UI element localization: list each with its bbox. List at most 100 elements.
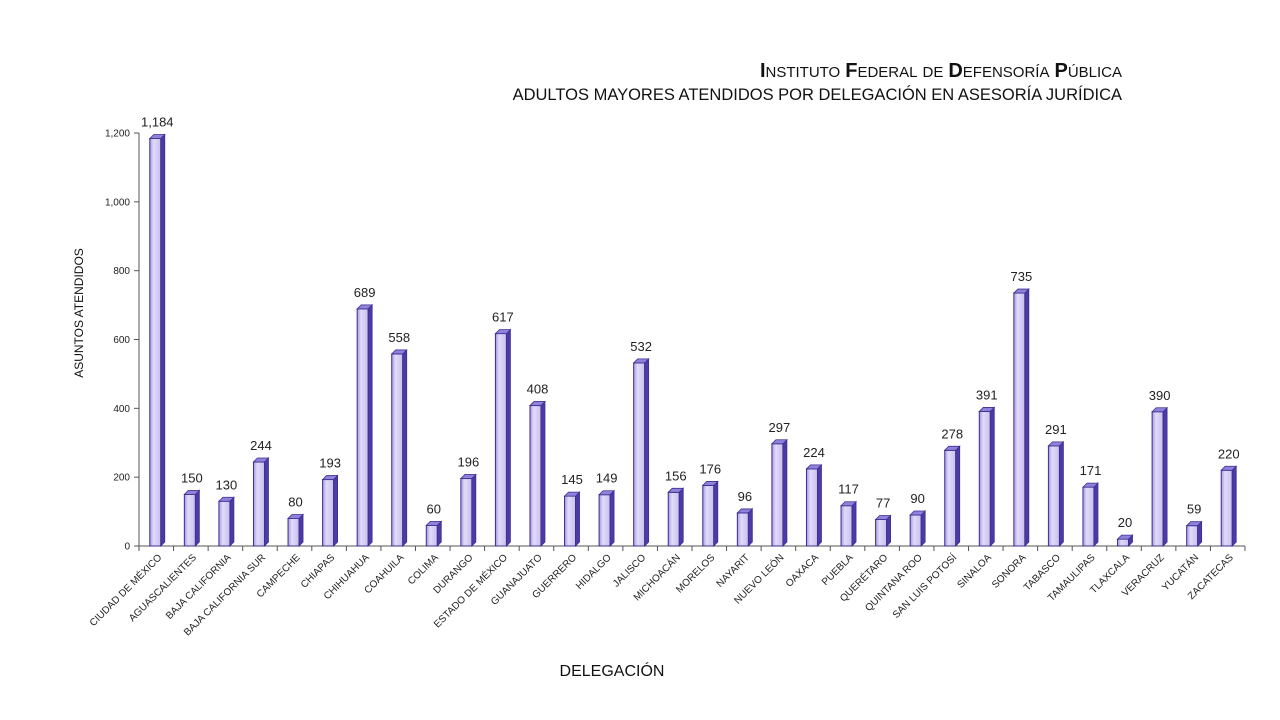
bar-top [632, 358, 650, 364]
bar [390, 348, 408, 547]
bar-front [287, 517, 300, 547]
data-label: 278 [941, 426, 963, 441]
data-label: 391 [976, 387, 998, 402]
data-label: 130 [216, 477, 238, 492]
bar [287, 513, 304, 547]
bar [1185, 520, 1203, 547]
bar-top [667, 487, 685, 493]
data-label: 224 [803, 445, 825, 460]
bar [978, 406, 996, 547]
bar-front [1117, 538, 1130, 547]
bar-front [1082, 486, 1095, 547]
bar [1012, 288, 1030, 547]
bar-front [805, 468, 818, 547]
bar-side [817, 463, 822, 547]
bar-top [287, 514, 304, 519]
bar-front [252, 461, 265, 547]
bar-side [333, 474, 338, 547]
bar-side [782, 438, 788, 547]
bar-front [356, 308, 369, 547]
bar-side [367, 303, 373, 547]
bar-top [529, 401, 546, 406]
y-tick-label: 600 [113, 335, 130, 346]
title-word: PÚBLICA [1054, 60, 1122, 82]
bar-side [160, 133, 166, 547]
bar-front [978, 410, 991, 547]
bar [1151, 406, 1169, 547]
bar-side [713, 480, 719, 547]
title-word: INSTITUTO [759, 60, 841, 82]
y-axis-title: ASUNTOS ATENDIDOS [72, 248, 86, 378]
bar-front [1220, 469, 1233, 547]
y-tick-label: 0 [124, 542, 130, 553]
x-tick-label: AGUASCALIENTES [127, 552, 199, 624]
data-label: 1,184 [141, 115, 174, 130]
bar [356, 303, 374, 547]
data-label: 80 [288, 494, 302, 509]
bar-top [943, 445, 961, 451]
bar-top [598, 490, 616, 496]
bar-side [955, 445, 961, 547]
title-word: DEFENSORÍA [948, 60, 1050, 82]
bar-top [217, 496, 235, 502]
data-label: 735 [1010, 269, 1032, 284]
bar [805, 463, 823, 547]
data-label: 90 [910, 491, 924, 506]
bar [217, 496, 235, 547]
bar-front [494, 333, 507, 547]
data-label: 558 [388, 330, 410, 345]
bar-side [1162, 406, 1168, 547]
bar [909, 510, 927, 547]
data-label: 171 [1080, 463, 1102, 478]
bar [1220, 465, 1238, 547]
bar-front [909, 514, 922, 547]
data-label: 59 [1187, 502, 1201, 517]
bar-front [1013, 292, 1026, 547]
bar [183, 489, 201, 547]
bar-side [298, 513, 304, 547]
bar-front [702, 484, 715, 547]
bar [701, 480, 719, 547]
data-label: 291 [1045, 422, 1067, 437]
bar-top [1116, 534, 1134, 540]
data-label: 390 [1149, 388, 1171, 403]
bar-top [1220, 465, 1238, 471]
bar-side [1024, 288, 1030, 547]
bar-side [747, 507, 753, 547]
chart-title: INSTITUTO FEDERAL DE DEFENSORÍA PÚBLICA [760, 60, 1122, 83]
data-label: 96 [738, 489, 752, 504]
bar-top [563, 491, 581, 497]
bar-side [851, 500, 857, 547]
bar-front [425, 524, 438, 547]
bar-front [460, 478, 473, 547]
data-label: 176 [699, 461, 721, 476]
bar-front [633, 362, 646, 547]
bar [529, 400, 546, 547]
bar-front [322, 479, 335, 547]
data-label: 244 [250, 438, 272, 453]
bar-front [667, 491, 680, 547]
bar [667, 487, 685, 547]
bar [148, 133, 166, 547]
bar-side [886, 514, 891, 547]
bar-top [321, 475, 339, 480]
bar-side [229, 496, 235, 547]
data-label: 145 [561, 472, 583, 487]
bars [148, 133, 1238, 547]
bar [840, 500, 857, 547]
data-label: 149 [596, 471, 618, 486]
bar-top [183, 489, 201, 495]
data-label: 193 [319, 456, 341, 471]
bar-top [1012, 288, 1030, 294]
y-tick-label: 400 [113, 404, 130, 415]
bar-top [494, 329, 512, 335]
bar-top [770, 439, 788, 445]
bar-front [529, 405, 542, 547]
bar [321, 474, 339, 547]
bar-front [840, 505, 853, 547]
x-tick-label: BAJA CALIFORNIA [164, 552, 234, 622]
bar-front [183, 493, 196, 547]
bar-top [1047, 441, 1065, 447]
